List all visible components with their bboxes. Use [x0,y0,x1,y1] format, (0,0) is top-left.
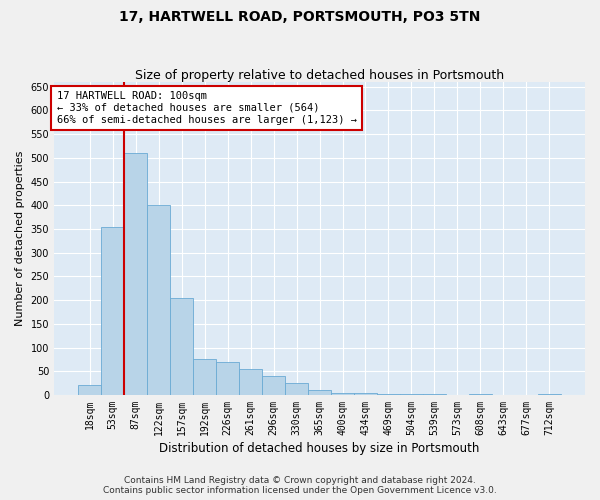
Text: 17 HARTWELL ROAD: 100sqm
← 33% of detached houses are smaller (564)
66% of semi-: 17 HARTWELL ROAD: 100sqm ← 33% of detach… [56,92,356,124]
Bar [101,226,124,395]
Bar [147,206,170,395]
Bar [124,153,147,395]
Bar [331,392,354,395]
Y-axis label: Number of detached properties: Number of detached properties [15,151,25,326]
Bar [354,392,377,395]
Bar [78,386,101,395]
Text: 17, HARTWELL ROAD, PORTSMOUTH, PO3 5TN: 17, HARTWELL ROAD, PORTSMOUTH, PO3 5TN [119,10,481,24]
Bar [193,360,216,395]
Bar [216,362,239,395]
Bar [377,394,400,395]
Bar [239,369,262,395]
Bar [308,390,331,395]
Bar [170,298,193,395]
Title: Size of property relative to detached houses in Portsmouth: Size of property relative to detached ho… [135,69,504,82]
X-axis label: Distribution of detached houses by size in Portsmouth: Distribution of detached houses by size … [160,442,480,455]
Bar [262,376,285,395]
Bar [285,383,308,395]
Text: Contains HM Land Registry data © Crown copyright and database right 2024.
Contai: Contains HM Land Registry data © Crown c… [103,476,497,495]
